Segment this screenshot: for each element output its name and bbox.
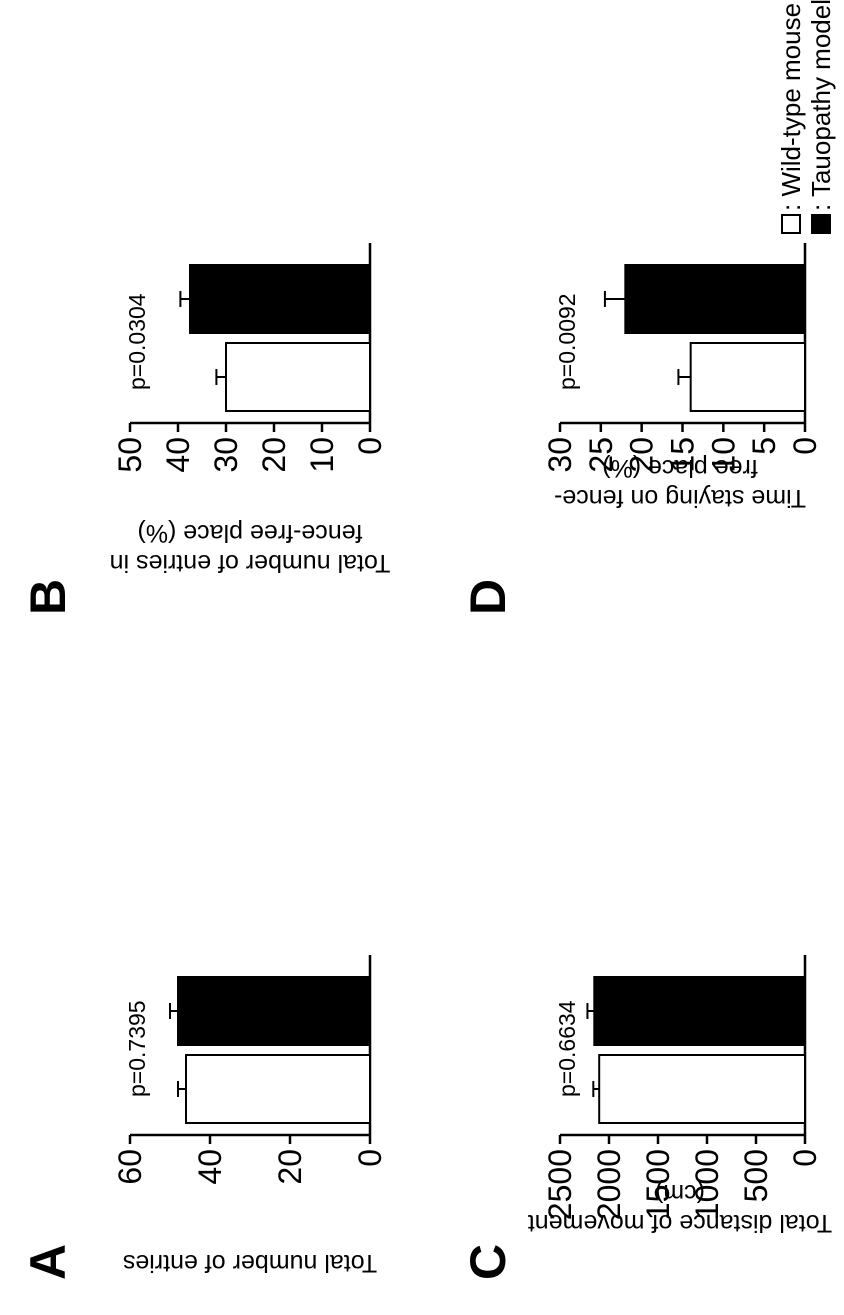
y-tick-label: 500 [738, 1149, 774, 1202]
p-value-annotation: p=0.6634 [554, 1000, 580, 1097]
y-tick-label: 20 [624, 437, 660, 473]
p-value-annotation: p=0.0092 [554, 293, 580, 390]
y-tick-label: 30 [208, 437, 244, 473]
p-value-annotation: p=0.7395 [124, 1000, 150, 1097]
y-tick-label: 10 [304, 437, 340, 473]
panel-c: C Total distance of movement(cm) 0 500 1000 1… [460, 955, 832, 1280]
y-tick-label: 5 [746, 437, 782, 455]
y-tick-label: 10 [705, 437, 741, 473]
y-tick-label: 2000 [591, 1149, 627, 1220]
y-tick-label: 1000 [689, 1149, 725, 1220]
y-tick-label: 0 [352, 1149, 388, 1167]
y-tick-label: 0 [352, 437, 388, 455]
legend-swatch [781, 214, 801, 234]
bar-tauopathy [593, 976, 806, 1046]
bar-tauopathy [177, 976, 371, 1046]
y-tick-label: 60 [112, 1149, 148, 1185]
y-axis-title: free place (%) [602, 454, 758, 482]
y-tick-label: 0 [787, 1149, 823, 1167]
legend-label: : Wild-type mouse [776, 3, 806, 211]
bar-tauopathy [624, 264, 806, 334]
panel-letter: A [20, 1244, 76, 1280]
y-axis-title: Total number of entries [123, 1249, 377, 1277]
y-axis-title: Time staying on fence- [554, 484, 806, 512]
bar-tauopathy [189, 264, 371, 334]
y-tick-label: 20 [256, 437, 292, 473]
legend-label: : Tauopathy model mouse [806, 0, 836, 211]
y-axis-title: fence-free place (%) [137, 519, 362, 547]
legend-swatch [811, 214, 831, 234]
y-tick-label: 20 [272, 1149, 308, 1185]
y-axis-title: Total number of entries in [110, 549, 391, 577]
y-tick-label: 2500 [542, 1149, 578, 1220]
panel-letter: B [20, 579, 76, 615]
bar-wild-type [689, 342, 807, 412]
panel-letter: C [460, 1244, 516, 1280]
y-tick-label: 0 [787, 437, 823, 455]
y-tick-label: 1500 [640, 1149, 676, 1220]
bar-wild-type [598, 1054, 807, 1124]
y-axis-title: (cm) [655, 1179, 705, 1207]
p-value-annotation: p=0.0304 [124, 293, 150, 390]
y-tick-label: 25 [583, 437, 619, 473]
y-tick-label: 50 [112, 437, 148, 473]
panel-letter: D [460, 579, 516, 615]
y-axis-title: Total distance of movement [528, 1209, 832, 1237]
y-tick-label: 40 [160, 437, 196, 473]
bar-wild-type [185, 1054, 371, 1124]
bar-wild-type [225, 342, 371, 412]
y-tick-label: 30 [542, 437, 578, 473]
y-tick-label: 40 [192, 1149, 228, 1185]
panel-a: A Total number of entries 0 20 40 60 p=0.7395 [20, 955, 388, 1280]
y-tick-label: 15 [665, 437, 701, 473]
legend: : Wild-type mouse: Tauopathy model mouse [776, 0, 836, 234]
